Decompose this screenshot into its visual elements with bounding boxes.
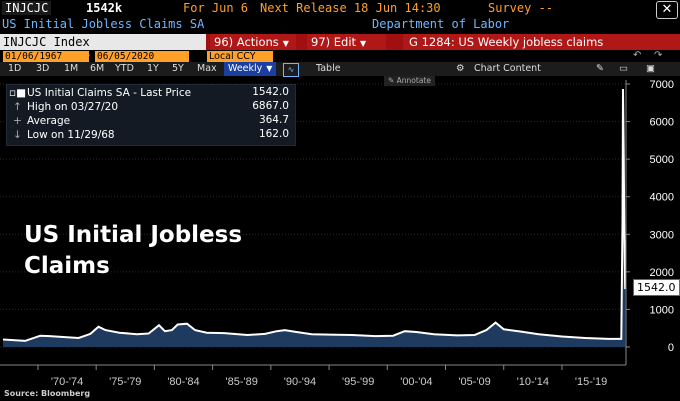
table-button[interactable]: Table: [316, 63, 341, 74]
chart-content-button[interactable]: Chart Content: [474, 63, 541, 74]
period-1d[interactable]: 1D: [8, 63, 22, 74]
data-source: Department of Labor: [372, 17, 510, 31]
x-tick-label: '80-'84: [167, 376, 199, 388]
y-axis: 0 1000 2000 3000 4000 5000 6000 7000: [626, 79, 674, 354]
last-price-badge: 1542.0: [633, 279, 680, 296]
y-tick-label: 6000: [650, 117, 674, 129]
chart-canvas: 0 1000 2000 3000 4000 5000 6000 7000 '70-'74 '75…: [0, 79, 674, 388]
edit-icon[interactable]: ✎: [596, 63, 604, 74]
y-tick-label: 5000: [650, 154, 674, 166]
redo-icon[interactable]: ↷: [654, 50, 663, 61]
overlay-title-line2: Claims: [24, 253, 110, 279]
legend-panel[interactable]: ▫■ US Initial Claims SA - Last Price 154…: [6, 84, 296, 146]
chevron-down-icon: ▼: [266, 64, 273, 73]
annotate-button[interactable]: ✎ Annotate: [384, 76, 435, 86]
x-axis: '70-'74 '75-'79 '80-'84 '85-'89 '90-'94 '95-'…: [37, 365, 607, 388]
actions-menu[interactable]: 96) Actions ▼: [210, 34, 296, 50]
x-tick-label: '95-'99: [342, 376, 374, 388]
x-tick-label: '75-'79: [109, 376, 141, 388]
series-description: US Initial Jobless Claims SA: [2, 17, 205, 31]
for-date: For Jun 6: [183, 1, 249, 15]
pencil-icon: ✎: [388, 76, 397, 85]
toolbar: [0, 62, 680, 76]
chart-overlay-title: US Initial Jobless Claims: [24, 220, 242, 282]
line-chart-icon[interactable]: ∿: [283, 63, 299, 77]
frequency-select[interactable]: Weekly ▼: [224, 62, 276, 76]
legend-high-label: High on 03/27/20: [27, 101, 119, 113]
period-6m[interactable]: 6M: [90, 63, 105, 74]
legend-low-value: 162.0: [258, 128, 289, 140]
period-1y[interactable]: 1Y: [147, 63, 159, 74]
ticker-symbol[interactable]: INJCJC: [2, 1, 52, 15]
x-tick-label: '00-'04: [400, 376, 432, 388]
end-date-field[interactable]: 06/05/2020: [95, 51, 189, 62]
export-icon[interactable]: ▣: [646, 63, 655, 74]
x-tick-label: '90-'94: [284, 376, 316, 388]
ticker-bar: [0, 0, 680, 17]
graph-title: G 1284: US Weekly jobless claims: [403, 34, 680, 50]
legend-series-value: 1542.0: [252, 86, 289, 98]
security-field[interactable]: INJCJC Index: [0, 34, 206, 50]
gear-icon[interactable]: ⚙: [456, 63, 465, 74]
high-marker-icon: ↑: [13, 101, 22, 113]
x-tick-label: '05-'09: [458, 376, 490, 388]
y-tick-label: 7000: [650, 79, 674, 91]
edit-menu[interactable]: 97) Edit ▼: [307, 34, 386, 50]
start-date-field[interactable]: 01/06/1967: [3, 51, 89, 62]
period-ytd[interactable]: YTD: [115, 63, 134, 74]
low-marker-icon: ↓: [13, 129, 22, 141]
chevron-down-icon: ▼: [360, 39, 367, 48]
y-tick-label: 4000: [650, 192, 674, 204]
legend-toggle-icon[interactable]: ▭: [619, 63, 628, 74]
x-tick-label: '70-'74: [51, 376, 83, 388]
survey: Survey --: [488, 1, 554, 15]
overlay-title-line1: US Initial Jobless: [24, 222, 243, 248]
period-3d[interactable]: 3D: [36, 63, 50, 74]
legend-avg-label: Average: [27, 115, 71, 127]
currency-select[interactable]: Local CCY: [207, 51, 273, 62]
average-marker-icon: +: [13, 115, 22, 127]
legend-avg-value: 364.7: [258, 114, 289, 126]
frequency-label: Weekly: [228, 63, 263, 74]
legend-series-label: US Initial Claims SA - Last Price: [27, 87, 192, 99]
actions-label: 96) Actions: [214, 35, 279, 49]
last-value: 1542k: [86, 1, 123, 15]
annotate-label: Annotate: [396, 76, 431, 85]
legend-low-label: Low on 11/29/68: [27, 129, 115, 141]
close-icon[interactable]: ✕: [656, 1, 678, 19]
legend-series-swatch: ▫■: [9, 87, 27, 99]
source-note: Source: Bloomberg: [4, 389, 91, 398]
period-1m[interactable]: 1M: [64, 63, 79, 74]
chevron-down-icon: ▼: [282, 39, 289, 48]
series-line: [2, 88, 627, 342]
x-tick-label: '15-'19: [575, 376, 607, 388]
y-tick-label: 0: [668, 342, 674, 354]
y-tick-label: 1000: [650, 304, 674, 316]
undo-icon[interactable]: ↶: [633, 50, 642, 61]
y-tick-label: 2000: [650, 267, 674, 279]
date-separator: -: [87, 50, 91, 61]
period-max[interactable]: Max: [197, 63, 217, 74]
x-tick-label: '10-'14: [517, 376, 549, 388]
x-tick-label: '85-'89: [226, 376, 258, 388]
next-release: Next Release 18 Jun 14:30: [260, 1, 441, 15]
legend-high-value: 6867.0: [252, 100, 289, 112]
period-5y[interactable]: 5Y: [172, 63, 184, 74]
edit-label: 97) Edit: [311, 35, 357, 49]
y-tick-label: 3000: [650, 229, 674, 241]
